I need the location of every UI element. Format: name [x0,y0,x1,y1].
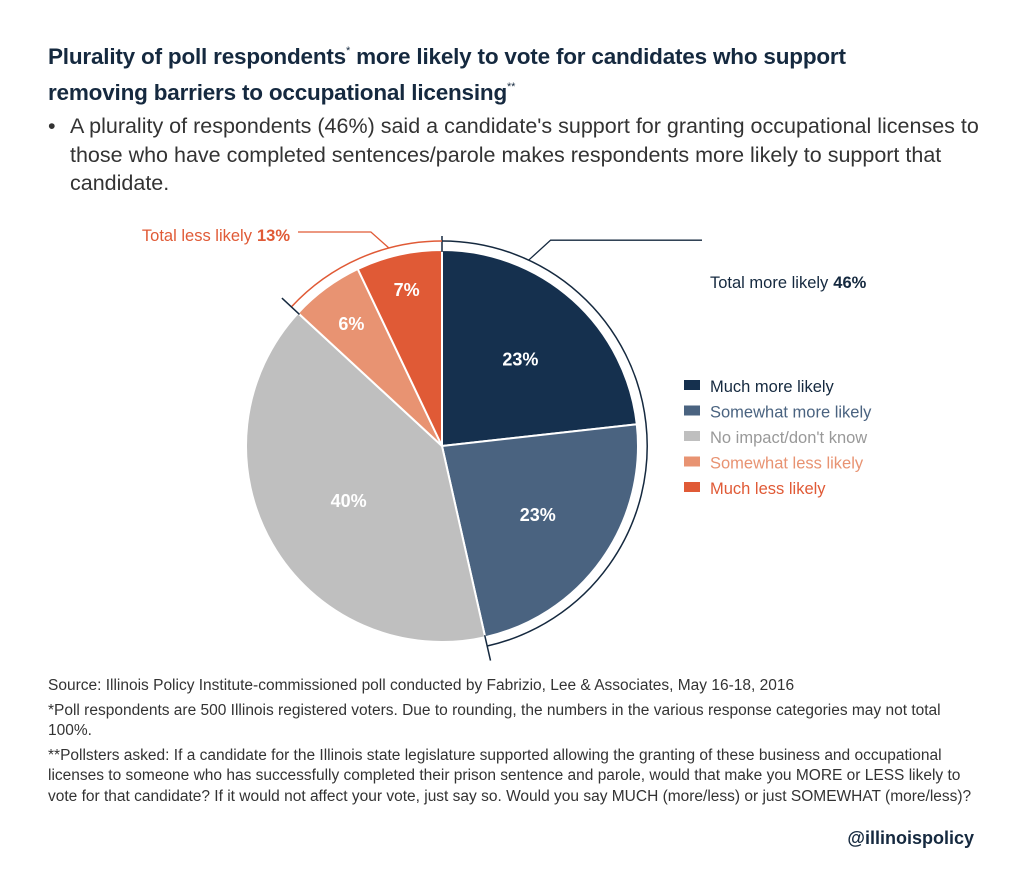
annotation-more-label: Total more likely [710,274,829,292]
bullet-text: A plurality of respondents (46%) said a … [70,114,979,195]
annotation-less-label: Total less likely [142,227,253,245]
title-line-2-main: removing barriers to occupational licens… [48,80,508,105]
slice-value-label: 40% [331,491,367,511]
bracket-more-tick-end [483,635,492,661]
legend-swatch [684,380,700,390]
legend-swatch [684,431,700,441]
legend-label: No impact/don't know [710,429,867,447]
pie-slice-no-impact-don-t-know [245,311,487,643]
footer: Source: Illinois Policy Institute-commis… [48,676,978,811]
leader-more-likely [528,239,702,261]
legend-label: Somewhat less likely [710,455,864,473]
legend-label: Much more likely [710,378,835,396]
slice-value-label: 23% [502,349,538,369]
pie-slice-much-more-likely [441,248,638,448]
pie-slice-somewhat-more-likely [440,423,639,639]
pie-chart: 23% 23% 40% 6% 7% Total more likely 46% Total… [142,227,872,661]
annotation-less-value: 13% [257,227,290,245]
slice-value-label: 23% [520,505,556,525]
title-footnote-mark-2: ** [507,81,516,93]
bracket-less-likely [290,240,443,308]
source-note: Source: Illinois Policy Institute-commis… [48,677,795,694]
title-line-1-main: Plurality of poll respondents [48,44,346,69]
annotation-total-less-likely: Total less likely 13% [142,227,290,245]
bracket-less-tick-start [281,297,301,315]
bracket-more-likely [441,240,648,647]
legend-swatch [684,405,700,416]
title-line-1-rest: more likely to vote for candidates who s… [350,44,846,69]
pie-slices [245,248,639,643]
legend-swatch [684,456,700,467]
slice-value-label: 6% [338,314,364,334]
pie-slice-labels: 23% 23% 40% 6% 7% [331,280,556,525]
footnote-1: *Poll respondents are 500 Illinois regis… [48,701,941,740]
annotation-total-more-likely: Total more likely 46% [710,274,867,292]
leader-less-likely [298,231,390,249]
legend: Much more likely Somewhat more likely No i… [684,378,872,498]
title-footnote-mark-1: * [345,45,351,57]
social-handle: @illinoispolicy [847,828,974,848]
annotation-more-value: 46% [833,274,866,292]
legend-label: Somewhat more likely [710,404,872,422]
chart-title: Plurality of poll respondents* more like… [48,36,988,108]
bullet-dot: • [48,114,56,138]
summary-bullet: • A plurality of respondents (46%) said … [48,112,998,198]
slice-value-label: 7% [394,280,420,300]
footnote-2: **Pollsters asked: If a candidate for th… [48,746,972,805]
legend-swatch [684,482,700,492]
legend-label: Much less likely [710,480,826,498]
annotation-brackets [281,231,702,661]
